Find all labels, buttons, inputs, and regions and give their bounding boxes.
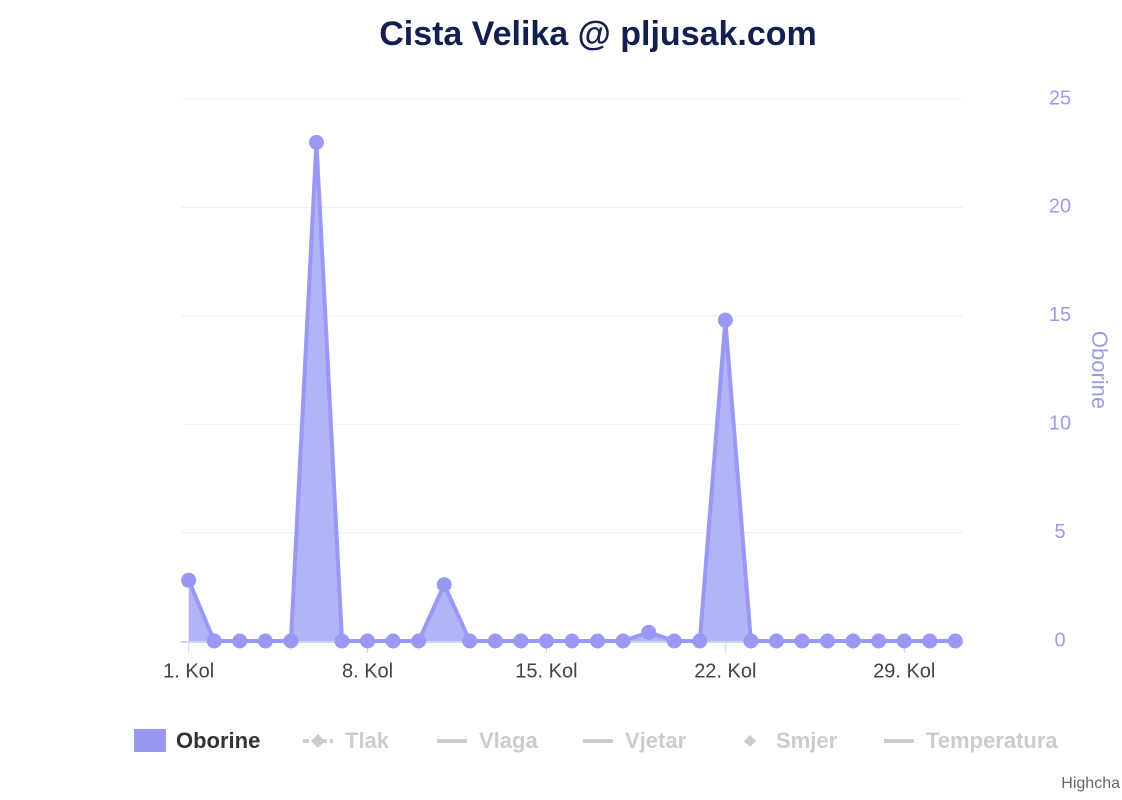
point-marker xyxy=(564,633,580,649)
point-marker xyxy=(871,633,887,649)
x-tick-label: 29. Kol xyxy=(873,660,935,682)
point-marker xyxy=(206,633,222,649)
legend-symbol xyxy=(744,735,756,747)
point-marker xyxy=(717,312,733,328)
y-axis-title: Oborine xyxy=(1087,331,1112,409)
point-marker xyxy=(487,633,503,649)
point-marker xyxy=(641,624,657,640)
point-marker xyxy=(411,633,427,649)
point-marker xyxy=(181,572,197,588)
point-marker xyxy=(845,633,861,649)
point-marker xyxy=(615,633,631,649)
chart-title: Cista Velika @ pljusak.com xyxy=(379,15,817,53)
legend-label[interactable]: Vlaga xyxy=(479,728,538,753)
x-tick-label: 22. Kol xyxy=(694,660,756,682)
legend-label[interactable]: Tlak xyxy=(345,728,390,753)
point-marker xyxy=(768,633,784,649)
point-marker xyxy=(462,633,478,649)
point-marker xyxy=(590,633,606,649)
point-marker xyxy=(334,633,350,649)
point-marker xyxy=(922,633,938,649)
point-marker xyxy=(283,633,299,649)
point-marker xyxy=(360,633,376,649)
credits[interactable]: Highcha xyxy=(1061,775,1120,792)
point-marker xyxy=(896,633,912,649)
x-tick-label: 8. Kol xyxy=(342,660,393,682)
point-marker xyxy=(385,633,401,649)
point-marker xyxy=(743,633,759,649)
y-tick-label: 0 xyxy=(1054,629,1065,651)
legend-label[interactable]: Vjetar xyxy=(625,728,687,753)
y-tick-label: 15 xyxy=(1049,304,1071,326)
point-marker xyxy=(436,577,452,593)
y-tick-label: 20 xyxy=(1049,196,1071,218)
x-tick-label: 1. Kol xyxy=(163,660,214,682)
legend-label[interactable]: Oborine xyxy=(176,728,260,753)
point-marker xyxy=(692,633,708,649)
legend-label[interactable]: Smjer xyxy=(776,728,838,753)
y-tick-label: 25 xyxy=(1049,87,1071,109)
legend-label[interactable]: Temperatura xyxy=(926,728,1058,753)
point-marker xyxy=(308,134,324,150)
point-marker xyxy=(513,633,529,649)
x-tick-label: 15. Kol xyxy=(515,660,577,682)
legend-symbol xyxy=(311,734,325,748)
point-marker xyxy=(666,633,682,649)
point-marker xyxy=(820,633,836,649)
point-marker xyxy=(538,633,554,649)
point-marker xyxy=(947,633,963,649)
y-tick-label: 5 xyxy=(1054,521,1065,543)
point-marker xyxy=(232,633,248,649)
y-tick-label: 10 xyxy=(1049,412,1071,434)
point-marker xyxy=(794,633,810,649)
legend-symbol xyxy=(134,729,166,752)
point-marker xyxy=(257,633,273,649)
